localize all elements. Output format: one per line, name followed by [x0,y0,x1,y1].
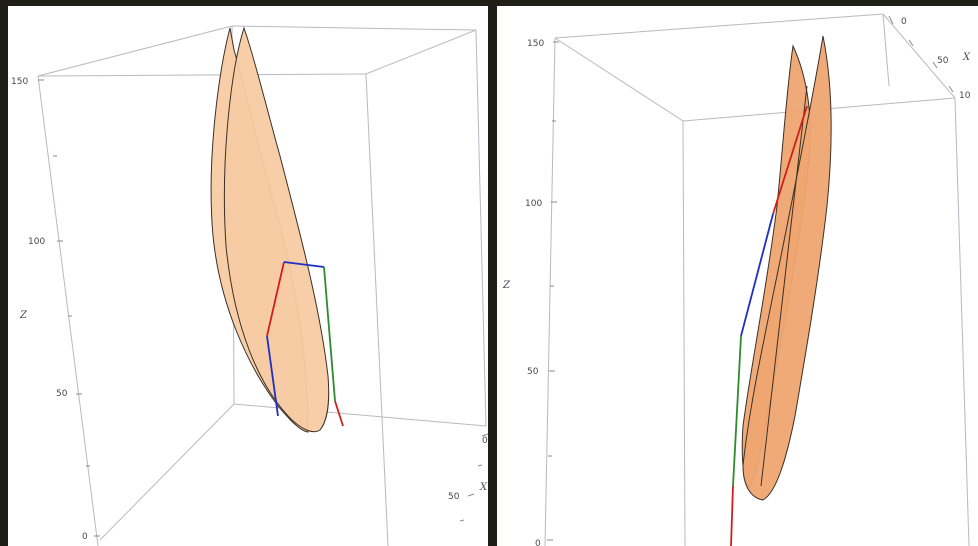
left-x-tick-50: 50 [448,492,460,502]
left-x-axis-label: X [479,482,488,493]
left-z-tick-150: 150 [11,77,28,87]
left-3d-view[interactable]: 150 100 50 0 Z 0 50 X [8,6,488,546]
left-z-tick-100: 100 [28,237,45,247]
left-z-axis-label: Z [19,310,28,321]
right-x-axis-ticks [888,15,954,93]
right-bounding-box [544,13,970,546]
left-blue-segment-lower [266,335,279,417]
right-z-tick-150: 150 [527,39,544,49]
right-blue-segment [740,213,774,337]
left-z-tick-50: 50 [56,389,68,399]
right-red-segment-lower [730,485,734,546]
right-z-tick-100: 100 [525,199,542,209]
left-red-segment-lower [334,400,344,427]
right-x-axis-label: X [962,52,971,63]
left-blue-segment-top [283,261,325,268]
left-z-axis-ticks [38,79,100,537]
right-z-tick-0: 0 [535,539,541,546]
left-green-segment [323,266,336,402]
left-front-surface [223,26,330,433]
left-3d-plot[interactable]: 150 100 50 0 Z 0 50 X [8,6,488,546]
right-z-axis-ticks [547,41,559,541]
right-surface-fold-line [760,85,808,487]
right-green-segment [732,335,742,487]
left-red-segment-upper [266,261,285,337]
right-front-surface [742,35,832,501]
left-x-axis-ticks [459,433,488,522]
right-z-tick-50: 50 [527,367,539,377]
right-red-segment-upper [772,105,808,215]
right-x-tick-0: 0 [901,17,907,27]
left-x-tick-0: 0 [482,436,488,446]
right-x-tick-50: 50 [937,56,949,66]
right-3d-view[interactable]: 150 100 50 0 Z 0 50 10 X [497,6,978,546]
right-3d-plot[interactable]: 150 100 50 0 Z 0 50 10 X [497,6,978,546]
right-x-tick-10: 10 [959,91,971,101]
left-z-tick-0: 0 [82,532,88,542]
right-z-axis-label: Z [502,280,511,291]
